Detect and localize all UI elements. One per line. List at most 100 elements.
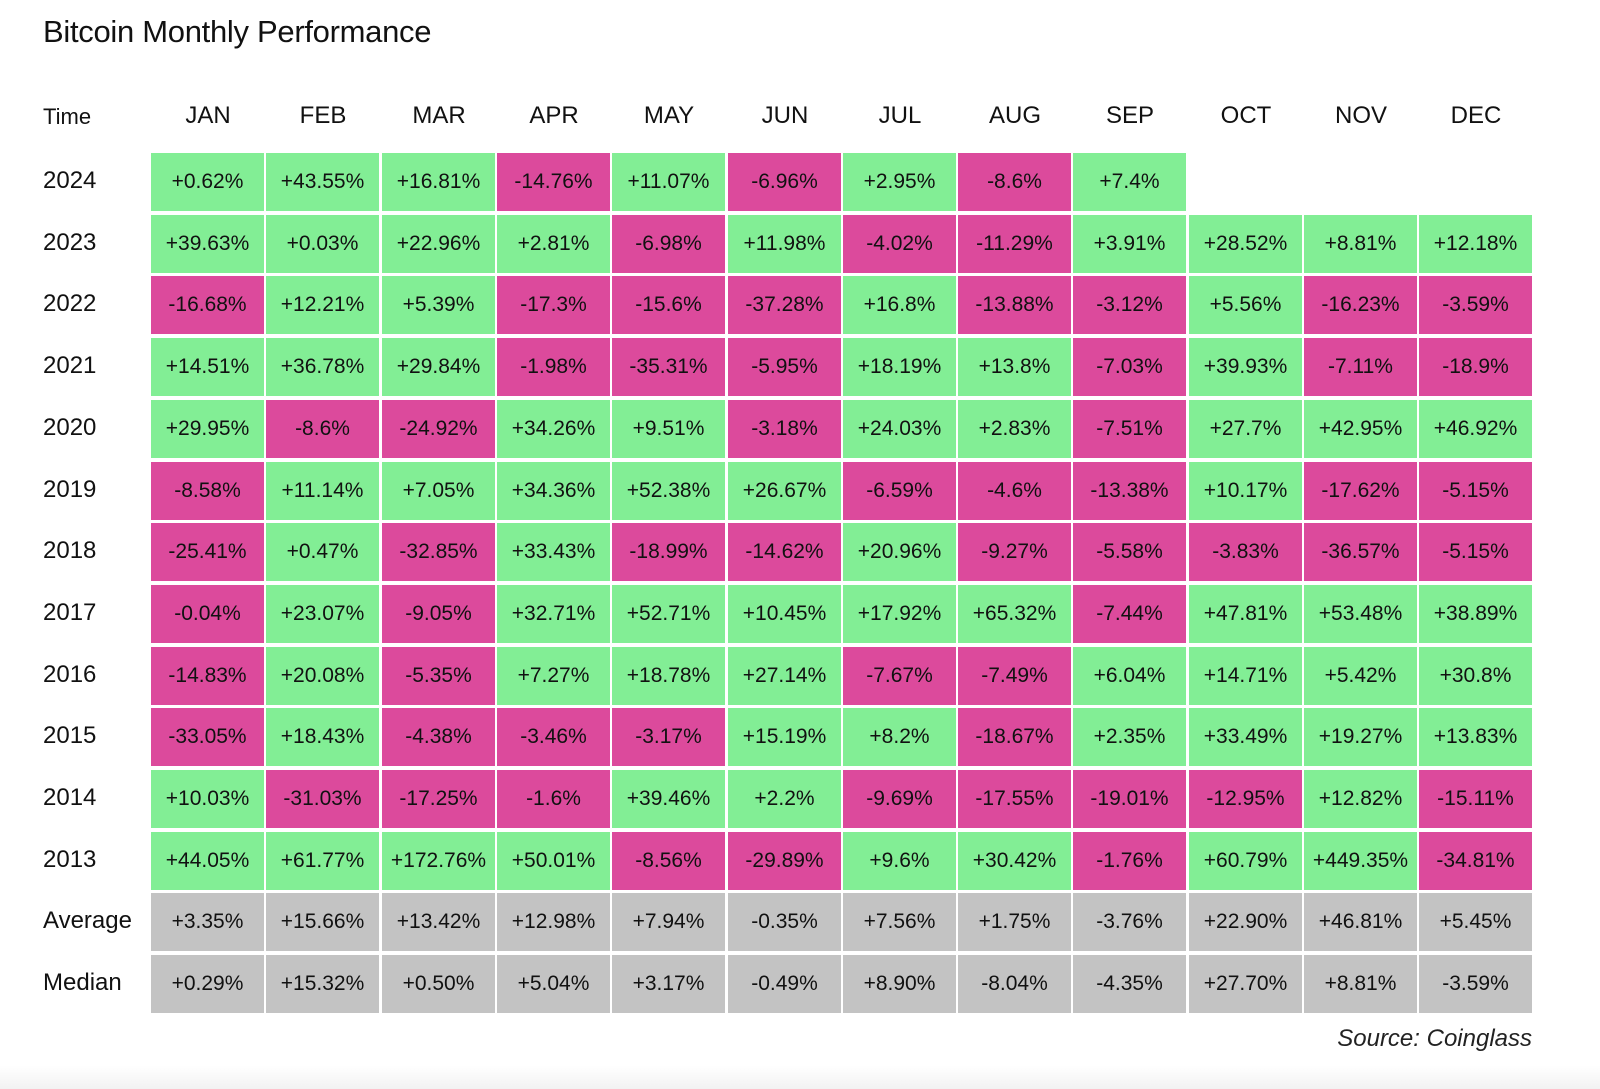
heatmap-cell-2022-dec: -3.59% [1419, 276, 1532, 334]
heatmap-cell-2015-aug: -18.67% [958, 708, 1071, 766]
heatmap-cell-average-jul: +7.56% [843, 893, 956, 951]
heatmap-cell-2015-oct: +33.49% [1189, 708, 1302, 766]
heatmap-cell-2020-sep: -7.51% [1073, 400, 1186, 458]
heatmap-cell-2021-feb: +36.78% [266, 338, 379, 396]
heatmap-cell-2018-nov: -36.57% [1304, 523, 1417, 581]
heatmap-cell-2013-feb: +61.77% [266, 832, 379, 890]
heatmap-cell-2014-oct: -12.95% [1189, 770, 1302, 828]
heatmap-cell-2022-feb: +12.21% [266, 276, 379, 334]
heatmap-cell-2021-dec: -18.9% [1419, 338, 1532, 396]
heatmap-cell-2023-may: -6.98% [612, 215, 725, 273]
heatmap-cell-2017-jul: +17.92% [843, 585, 956, 643]
heatmap-cell-average-jan: +3.35% [151, 893, 264, 951]
heatmap-cell-2016-sep: +6.04% [1073, 647, 1186, 705]
month-header-jun: JUN [761, 102, 809, 129]
heatmap-cell-2017-jun: +10.45% [728, 585, 841, 643]
heatmap-cell-2023-jun: +11.98% [728, 215, 841, 273]
heatmap-cell-2016-oct: +14.71% [1189, 647, 1302, 705]
chart-title: Bitcoin Monthly Performance [43, 14, 432, 49]
row-label-median: Median [43, 969, 122, 996]
heatmap-cell-2017-aug: +65.32% [958, 585, 1071, 643]
heatmap-cell-2020-nov: +42.95% [1304, 400, 1417, 458]
heatmap-cell-2019-oct: +10.17% [1189, 462, 1302, 520]
heatmap-cell-2018-oct: -3.83% [1189, 523, 1302, 581]
heatmap-cell-2024-jan: +0.62% [151, 153, 264, 211]
heatmap-cell-2022-apr: -17.3% [497, 276, 610, 334]
heatmap-cell-2018-aug: -9.27% [958, 523, 1071, 581]
heatmap-cell-2018-jun: -14.62% [728, 523, 841, 581]
heatmap-cell-2023-jan: +39.63% [151, 215, 264, 273]
heatmap-cell-median-jan: +0.29% [151, 955, 264, 1013]
heatmap-cell-2022-jun: -37.28% [728, 276, 841, 334]
heatmap-cell-2018-jan: -25.41% [151, 523, 264, 581]
heatmap-cell-2024-aug: -8.6% [958, 153, 1071, 211]
heatmap-cell-2021-aug: +13.8% [958, 338, 1071, 396]
heatmap-cell-2013-oct: +60.79% [1189, 832, 1302, 890]
heatmap-cell-2019-aug: -4.6% [958, 462, 1071, 520]
row-label-average: Average [43, 907, 132, 934]
heatmap-cell-2017-may: +52.71% [612, 585, 725, 643]
heatmap-cell-2014-jun: +2.2% [728, 770, 841, 828]
heatmap-cell-2020-mar: -24.92% [382, 400, 495, 458]
row-label-2015: 2015 [43, 722, 97, 749]
heatmap-cell-median-nov: +8.81% [1304, 955, 1417, 1013]
heatmap-cell-2024-apr: -14.76% [497, 153, 610, 211]
month-header-mar: MAR [412, 102, 466, 129]
month-header-feb: FEB [299, 102, 347, 129]
heatmap-cell-2016-jun: +27.14% [728, 647, 841, 705]
heatmap-cell-2020-may: +9.51% [612, 400, 725, 458]
heatmap-cell-2023-feb: +0.03% [266, 215, 379, 273]
row-label-2018: 2018 [43, 537, 97, 564]
heatmap-cell-2018-feb: +0.47% [266, 523, 379, 581]
heatmap-cell-2023-apr: +2.81% [497, 215, 610, 273]
heatmap-cell-2013-jan: +44.05% [151, 832, 264, 890]
heatmap-cell-2022-jul: +16.8% [843, 276, 956, 334]
heatmap-cell-average-aug: +1.75% [958, 893, 1071, 951]
heatmap-cell-2023-mar: +22.96% [382, 215, 495, 273]
row-label-2023: 2023 [43, 229, 97, 256]
heatmap-cell-2014-apr: -1.6% [497, 770, 610, 828]
row-label-2024: 2024 [43, 167, 97, 194]
heatmap-cell-2022-sep: -3.12% [1073, 276, 1186, 334]
heatmap-cell-2018-jul: +20.96% [843, 523, 956, 581]
heatmap-cell-2017-feb: +23.07% [266, 585, 379, 643]
heatmap-cell-2017-jan: -0.04% [151, 585, 264, 643]
heatmap-cell-2014-feb: -31.03% [266, 770, 379, 828]
heatmap-cell-2021-may: -35.31% [612, 338, 725, 396]
heatmap-cell-2015-jun: +15.19% [728, 708, 841, 766]
heatmap-cell-2016-may: +18.78% [612, 647, 725, 705]
heatmap-cell-2015-feb: +18.43% [266, 708, 379, 766]
heatmap-cell-2019-feb: +11.14% [266, 462, 379, 520]
row-label-2019: 2019 [43, 476, 97, 503]
row-label-2016: 2016 [43, 661, 97, 688]
heatmap-cell-2024-mar: +16.81% [382, 153, 495, 211]
source-credit: Source: Coinglass [1337, 1025, 1532, 1052]
month-header-jul: JUL [878, 102, 922, 129]
heatmap-cell-2021-mar: +29.84% [382, 338, 495, 396]
heatmap-cell-2017-apr: +32.71% [497, 585, 610, 643]
row-label-2020: 2020 [43, 414, 97, 441]
heatmap-cell-2016-nov: +5.42% [1304, 647, 1417, 705]
heatmap-cell-median-aug: -8.04% [958, 955, 1071, 1013]
heatmap-cell-average-apr: +12.98% [497, 893, 610, 951]
month-header-sep: SEP [1105, 102, 1155, 129]
heatmap-cell-2017-oct: +47.81% [1189, 585, 1302, 643]
heatmap-cell-2021-nov: -7.11% [1304, 338, 1417, 396]
heatmap-cell-2015-sep: +2.35% [1073, 708, 1186, 766]
heatmap-cell-2020-apr: +34.26% [497, 400, 610, 458]
heatmap-cell-2023-dec: +12.18% [1419, 215, 1532, 273]
heatmap-cell-2016-feb: +20.08% [266, 647, 379, 705]
heatmap-cell-2019-jan: -8.58% [151, 462, 264, 520]
heatmap-cell-2019-nov: -17.62% [1304, 462, 1417, 520]
heatmap-cell-2020-feb: -8.6% [266, 400, 379, 458]
heatmap-cell-2017-mar: -9.05% [382, 585, 495, 643]
heatmap-cell-2024-feb: +43.55% [266, 153, 379, 211]
heatmap-cell-2018-dec: -5.15% [1419, 523, 1532, 581]
heatmap-cell-2019-apr: +34.36% [497, 462, 610, 520]
heatmap-cell-median-may: +3.17% [612, 955, 725, 1013]
heatmap-cell-average-feb: +15.66% [266, 893, 379, 951]
heatmap-cell-2022-mar: +5.39% [382, 276, 495, 334]
heatmap-cell-average-may: +7.94% [612, 893, 725, 951]
heatmap-cell-2021-jun: -5.95% [728, 338, 841, 396]
